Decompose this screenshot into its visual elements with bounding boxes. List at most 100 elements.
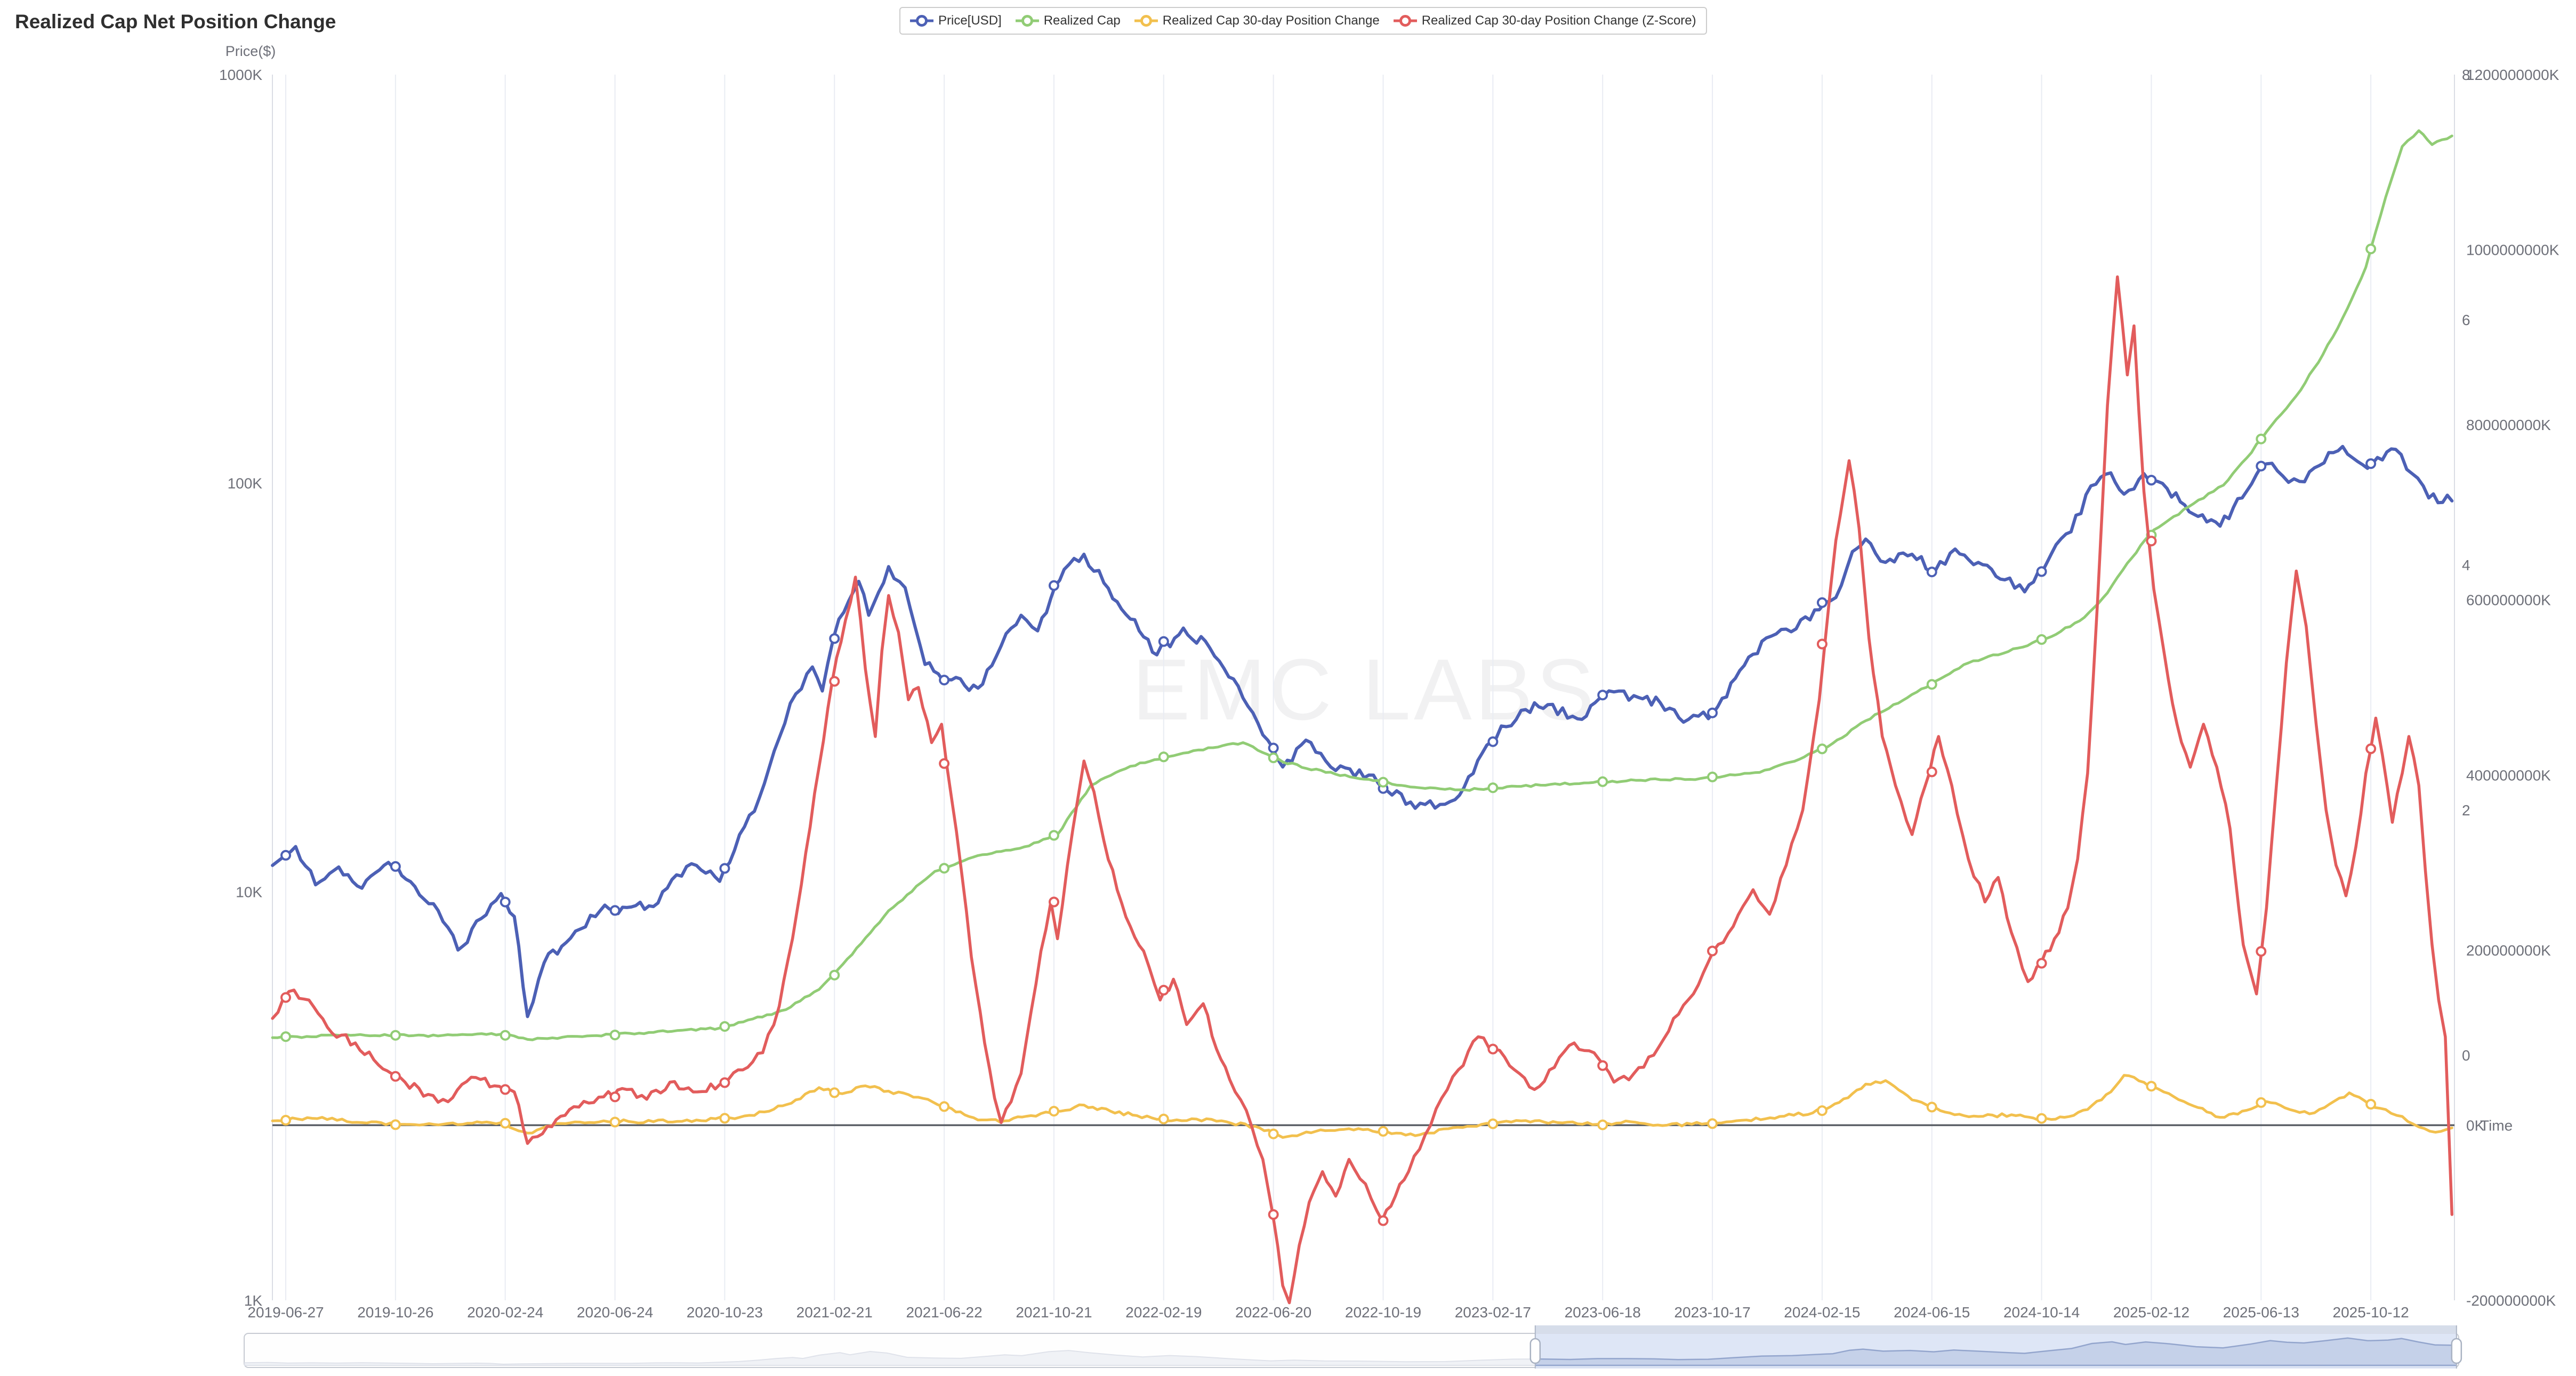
- series-symbol-realized_cap: [1158, 751, 1169, 763]
- series-symbol-realized_cap: [1816, 743, 1828, 755]
- legend: Price[USD] Realized Cap Realized Cap 30-da…: [899, 7, 1707, 35]
- series-symbol-zscore: [1926, 766, 1937, 778]
- series-symbol-position_change: [1926, 1102, 1937, 1113]
- left-axis-tick-label: 100K: [228, 475, 263, 492]
- right-zscore-axis-tick-label: 4: [2462, 557, 2470, 573]
- series-symbol-price: [1268, 742, 1279, 754]
- series-symbol-realized_cap: [829, 969, 840, 981]
- series-symbol-position_change: [1707, 1118, 1718, 1129]
- series-symbol-price: [1158, 636, 1169, 647]
- series-symbol-realized_cap: [1926, 679, 1937, 690]
- right-zscore-axis-tick-label: 2: [2462, 802, 2470, 819]
- series-symbol-realized_cap: [2256, 433, 2267, 444]
- legend-item-realized_cap[interactable]: Realized Cap: [1015, 13, 1121, 28]
- series-symbol-zscore: [2036, 958, 2047, 969]
- x-axis-tick-label: 2021-02-21: [796, 1304, 873, 1321]
- legend-line-icon: [910, 15, 933, 27]
- series-symbol-zscore: [939, 758, 950, 769]
- x-axis-tick-label: 2025-02-12: [2113, 1304, 2189, 1321]
- right-zscore-axis-tick-label: 0: [2462, 1047, 2470, 1064]
- right-value-axis-tick-label: -200000000K: [2466, 1292, 2556, 1309]
- x-axis-tick-label: 2023-10-17: [1674, 1304, 1750, 1321]
- series-symbol-zscore: [609, 1091, 621, 1103]
- x-axis-tick-label: 2021-10-21: [1016, 1304, 1092, 1321]
- series-symbol-zscore: [829, 676, 840, 687]
- x-axis-tick-label: 2019-10-26: [357, 1304, 433, 1321]
- series-symbol-zscore: [719, 1077, 730, 1088]
- series-symbol-price: [500, 896, 511, 908]
- series-symbol-realized_cap: [609, 1030, 621, 1041]
- series-symbol-position_change: [280, 1115, 291, 1126]
- legend-item-zscore[interactable]: Realized Cap 30-day Position Change (Z-S…: [1393, 13, 1696, 28]
- series-line-realized_cap: [271, 129, 2453, 1041]
- series-symbol-zscore: [1378, 1215, 1389, 1226]
- series-symbol-position_change: [939, 1101, 950, 1112]
- series-symbol-position_change: [2365, 1099, 2377, 1110]
- right-value-axis-tick-label: 400000000K: [2466, 767, 2551, 783]
- series-symbol-position_change: [390, 1119, 401, 1130]
- series-symbol-zscore: [280, 992, 291, 1003]
- series-symbol-position_change: [1597, 1119, 1608, 1130]
- left-axis-name: Price($): [226, 43, 276, 59]
- series-symbol-zscore: [500, 1084, 511, 1095]
- series-line-price: [271, 444, 2454, 1018]
- series-symbol-price: [1597, 690, 1608, 701]
- series-symbol-realized_cap: [280, 1031, 291, 1042]
- chart-title: Realized Cap Net Position Change: [15, 11, 336, 33]
- x-axis-tick-label: 2022-10-19: [1345, 1304, 1421, 1321]
- x-axis-tick-label: 2024-10-14: [2003, 1304, 2080, 1321]
- legend-item-price[interactable]: Price[USD]: [910, 13, 1002, 28]
- left-axis-tick-label: 1000K: [219, 67, 262, 83]
- series-symbol-zscore: [1597, 1060, 1608, 1071]
- series-symbol-price: [280, 849, 291, 861]
- series-symbol-zscore: [1048, 896, 1059, 908]
- series-symbol-price: [2036, 566, 2047, 577]
- series-symbol-position_change: [1816, 1105, 1828, 1116]
- series-symbol-position_change: [1048, 1106, 1059, 1117]
- series-symbol-realized_cap: [2036, 634, 2047, 645]
- x-axis-tick-label: 2025-06-13: [2223, 1304, 2299, 1321]
- right-value-axis-tick-label: 200000000K: [2466, 942, 2551, 959]
- x-axis-tick-label: 2021-06-22: [906, 1304, 982, 1321]
- legend-item-position_change[interactable]: Realized Cap 30-day Position Change: [1134, 13, 1380, 28]
- legend-line-icon: [1015, 15, 1039, 27]
- series-symbol-position_change: [2146, 1081, 2157, 1092]
- legend-line-icon: [1134, 15, 1158, 27]
- series-symbol-position_change: [1158, 1113, 1169, 1124]
- series-symbol-zscore: [390, 1071, 401, 1082]
- series-symbol-zscore: [1268, 1209, 1279, 1220]
- series-symbol-price: [1048, 580, 1059, 591]
- series-line-zscore: [271, 275, 2454, 1305]
- series-symbol-zscore: [2256, 946, 2267, 957]
- series-symbol-position_change: [1378, 1126, 1389, 1137]
- legend-line-icon: [1393, 15, 1417, 27]
- series-symbol-zscore: [1707, 945, 1718, 957]
- series-symbol-zscore: [1816, 638, 1828, 650]
- series-symbol-price: [829, 633, 840, 644]
- datazoom-preview-unselected: [244, 1350, 1535, 1366]
- datazoom-right-handle[interactable]: [2451, 1338, 2462, 1364]
- x-axis-name: Time: [2480, 1117, 2513, 1134]
- series-symbol-realized_cap: [1707, 771, 1718, 782]
- series-symbol-position_change: [1268, 1128, 1279, 1139]
- x-axis-tick-label: 2022-02-19: [1125, 1304, 1202, 1321]
- left-axis-tick-label: 1K: [244, 1292, 263, 1309]
- series-symbol-price: [939, 675, 950, 686]
- series-symbol-position_change: [609, 1116, 621, 1128]
- series-symbol-price: [2256, 460, 2267, 472]
- series-symbol-zscore: [1158, 985, 1169, 995]
- x-axis-tick-label: 2023-06-18: [1565, 1304, 1641, 1321]
- datazoom-left-handle[interactable]: [1529, 1338, 1541, 1364]
- x-axis-tick-label: 2020-06-24: [577, 1304, 653, 1321]
- datazoom-selected-top-band: [1535, 1325, 2457, 1334]
- legend-label: Realized Cap 30-day Position Change: [1162, 13, 1380, 28]
- x-axis-tick-label: 2020-02-24: [467, 1304, 543, 1321]
- series-symbol-price: [1816, 597, 1828, 608]
- series-line-position_change: [271, 1074, 2453, 1139]
- series-symbol-position_change: [1487, 1118, 1499, 1129]
- right-zscore-axis-tick-label: 8: [2462, 67, 2470, 83]
- x-axis-tick-label: 2024-02-15: [1784, 1304, 1860, 1321]
- series-symbol-position_change: [500, 1118, 511, 1129]
- series-symbol-position_change: [829, 1087, 840, 1098]
